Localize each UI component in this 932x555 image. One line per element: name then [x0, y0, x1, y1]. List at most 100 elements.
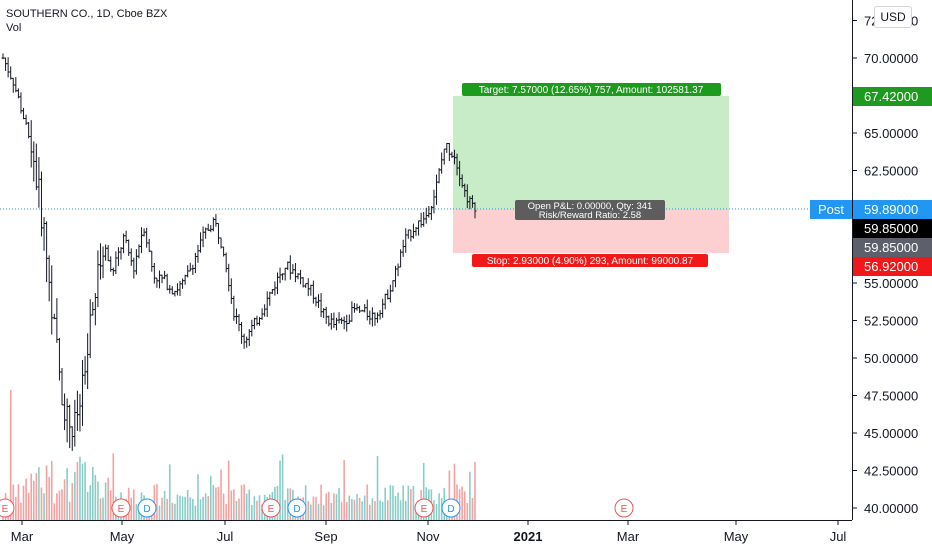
target-tag: [462, 83, 721, 96]
dividend-marker[interactable]: [441, 498, 461, 518]
volume-bar: [94, 474, 97, 520]
time-tick-label: Nov: [416, 529, 440, 544]
dividend-marker[interactable]: [287, 498, 307, 518]
volume-bar: [222, 493, 225, 520]
volume-bar: [76, 462, 79, 520]
target-price-text: 67.42000: [864, 89, 918, 104]
volume-bar: [335, 494, 338, 520]
volume-bar: [358, 497, 361, 520]
time-tick-label: Mar: [617, 529, 640, 544]
volume-bar: [166, 498, 168, 520]
target-price-badge: [853, 87, 932, 106]
time-axis-ticks: Mar May Jul Sep Nov 2021 Mar May Jul: [11, 520, 846, 544]
volume-bar: [389, 485, 392, 520]
volume-bar: [379, 500, 381, 520]
volume-bar: [25, 478, 27, 520]
volume-bar: [56, 493, 58, 520]
price-tick-label: 45.00000: [864, 426, 918, 441]
volume-bar: [438, 493, 440, 520]
volume-bar: [240, 485, 243, 520]
volume-indicator-label[interactable]: Vol: [6, 22, 22, 34]
volume-bar: [61, 489, 63, 520]
volume-bar: [130, 497, 133, 520]
price-tick-label: 52.50000: [864, 314, 918, 329]
volume-bar: [40, 487, 43, 520]
dividend-marker[interactable]: [137, 498, 157, 518]
stop-price-badge: [853, 257, 932, 276]
volume-bar: [245, 493, 248, 520]
earnings-marker[interactable]: [0, 498, 15, 518]
volume-bar: [327, 491, 330, 520]
price-tick-label: 55.00000: [864, 276, 918, 291]
volume-bar: [251, 505, 253, 520]
price-tick-label: 65.00000: [864, 126, 918, 141]
volume-bar: [325, 493, 328, 520]
earnings-marker-label: E: [621, 504, 628, 515]
prev-close-text: 59.85000: [864, 240, 918, 255]
risk-reward-label: Risk/Reward Ratio: 2.58: [539, 210, 641, 221]
volume-bar: [53, 503, 56, 520]
ohlc-bars: [1, 53, 477, 451]
volume-bar: [453, 463, 456, 520]
time-tick-label: May: [724, 529, 749, 544]
volume-bar: [22, 485, 25, 520]
post-price-text: 59.89000: [864, 202, 918, 217]
volume-bar: [307, 501, 310, 520]
target-label: Target: 7.57000 (12.65%) 757, Amount: 10…: [479, 85, 704, 96]
symbol-title[interactable]: SOUTHERN CO., 1D, Cboe BZX: [6, 8, 168, 20]
volume-bar: [186, 489, 189, 520]
volume-bar: [461, 486, 463, 520]
volume-bar: [397, 492, 399, 520]
volume-bar: [192, 498, 194, 520]
earnings-marker[interactable]: [614, 498, 634, 518]
volume-bar: [448, 470, 451, 520]
volume-bar: [253, 496, 256, 520]
volume-bar: [407, 485, 410, 520]
volume-bar: [343, 459, 345, 520]
volume-bar: [474, 462, 476, 520]
volume-bar: [435, 503, 438, 520]
volume-bar: [81, 463, 84, 520]
volume-bar: [225, 503, 227, 520]
volume-bar: [422, 462, 425, 520]
volume-bar: [235, 500, 238, 520]
earnings-marker[interactable]: [111, 498, 131, 518]
volume-bar: [161, 497, 163, 520]
volume-bar: [304, 485, 307, 520]
volume-bar: [84, 462, 86, 520]
volume-bar: [286, 488, 289, 520]
volume-bar: [9, 390, 12, 520]
volume-bar: [58, 490, 61, 520]
volume-bar: [220, 469, 222, 520]
volume-bar: [197, 474, 199, 520]
volume-bar: [135, 504, 138, 520]
volume-bar: [156, 484, 158, 520]
target-zone[interactable]: [453, 96, 729, 209]
volume-bar: [30, 473, 33, 520]
price-tick-label: 42.50000: [864, 464, 918, 479]
volume-bar: [248, 489, 251, 520]
last-price-text: 59.85000: [864, 221, 918, 236]
volume-bar: [227, 460, 230, 520]
currency-button[interactable]: USD: [874, 6, 912, 28]
earnings-marker-label: E: [421, 504, 428, 515]
volume-bar: [38, 467, 40, 520]
pnl-box: [515, 200, 665, 220]
volume-bar: [315, 496, 317, 520]
volume-bar: [363, 495, 366, 520]
volume-bar: [189, 497, 192, 520]
earnings-marker[interactable]: [414, 498, 434, 518]
volume-bar: [48, 477, 50, 520]
volume-bar: [404, 500, 407, 520]
earnings-marker[interactable]: [261, 498, 281, 518]
volume-bar: [361, 501, 363, 520]
volume-bar: [433, 500, 435, 520]
volume-bar: [74, 471, 76, 520]
volume-bar: [322, 505, 325, 520]
volume-bar: [50, 461, 53, 520]
volume-bars: [2, 390, 476, 520]
volume-bar: [466, 503, 469, 520]
